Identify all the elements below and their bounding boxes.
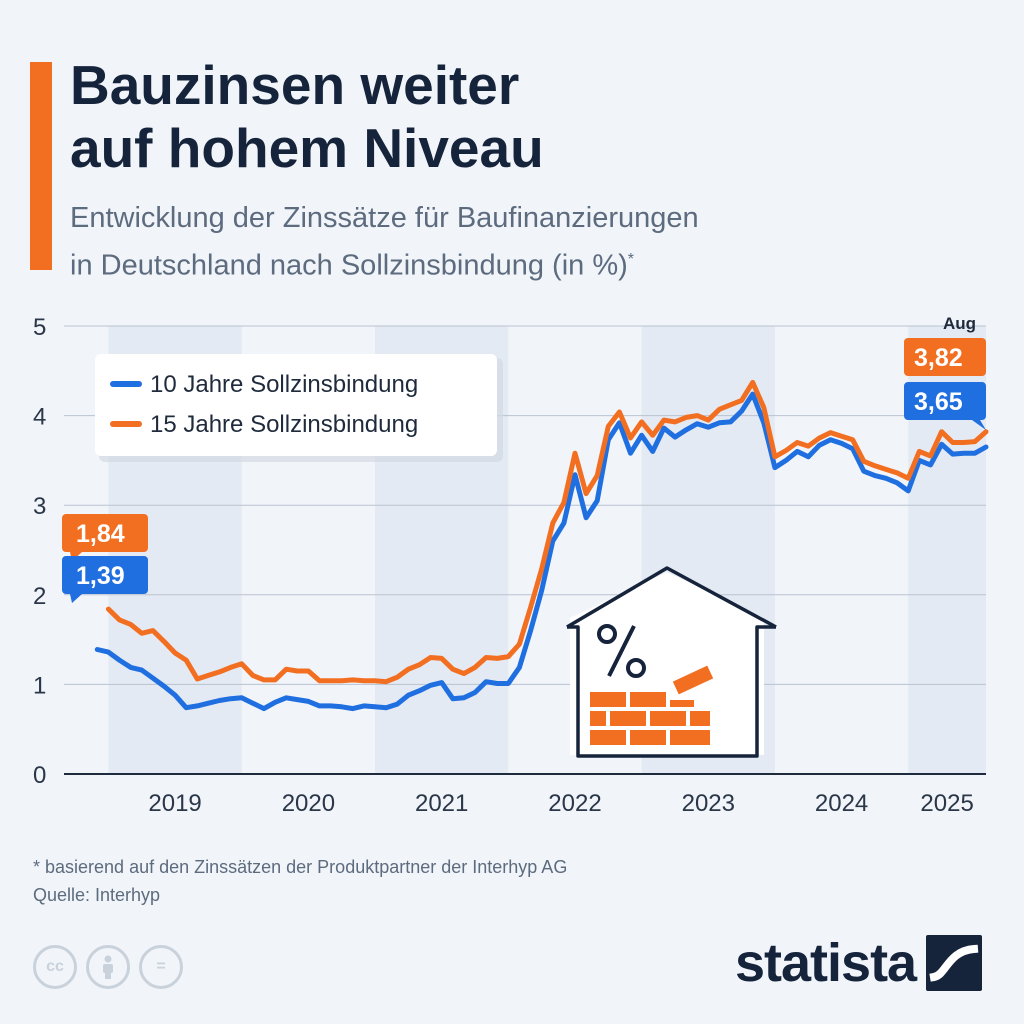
license-icons: cc =: [33, 945, 183, 989]
y-tick-label: 4: [33, 404, 46, 431]
footnote-text: * basierend auf den Zinssätzen der Produ…: [33, 857, 568, 877]
legend-label-15-jahre: 15 Jahre Sollzinsbindung: [150, 411, 418, 438]
x-tick-label: 2019: [148, 790, 201, 817]
legend: 10 Jahre Sollzinsbindung 15 Jahre Sollzi…: [95, 354, 503, 462]
cc-license-icon[interactable]: cc: [33, 945, 77, 989]
y-tick-label: 0: [33, 762, 46, 789]
end-callout-15-jahre: 3,82: [904, 338, 986, 376]
accent-bar: [30, 62, 52, 270]
no-derivatives-icon[interactable]: =: [139, 945, 183, 989]
end-value-10-jahre: 3,65: [914, 388, 963, 416]
attribution-icon[interactable]: [86, 945, 130, 989]
end-value-15-jahre: 3,82: [914, 344, 963, 372]
subtitle-line-2: in Deutschland nach Sollzinsbindung (in …: [70, 249, 628, 282]
title-line-1: Bauzinsen weiter: [70, 54, 520, 116]
title-line-2: auf hohem Niveau: [70, 117, 544, 179]
brand-wordmark: statista: [735, 933, 917, 993]
start-value-15-jahre: 1,84: [76, 520, 125, 548]
end-month-label: Aug: [943, 314, 976, 333]
start-callout-10-jahre: 1,39: [62, 556, 148, 603]
subtitle-footnote-mark: *: [627, 251, 635, 268]
x-tick-label: 2024: [815, 790, 868, 817]
percent-icon: [597, 624, 646, 678]
chart-title: Bauzinsen weiter auf hohem Niveau: [70, 54, 970, 180]
statista-logo[interactable]: statista: [735, 932, 983, 994]
y-tick-label: 2: [33, 583, 46, 610]
house-illustration: [566, 566, 777, 758]
y-tick-label: 3: [33, 493, 46, 520]
x-tick-label: 2022: [548, 790, 601, 817]
footnotes: * basierend auf den Zinssätzen der Produ…: [33, 853, 567, 909]
brick-wall-icon: [590, 665, 714, 745]
source-text: Quelle: Interhyp: [33, 885, 161, 905]
series-line-10-jahre: [94, 391, 989, 712]
brand-mark-icon: [926, 935, 983, 991]
x-tick-label: 2020: [282, 790, 335, 817]
person-icon: [103, 955, 113, 979]
chart-subtitle: Entwicklung der Zinssätze für Baufinanzi…: [70, 198, 970, 287]
series-line-15-jahre: [105, 379, 989, 685]
y-tick-label: 1: [33, 672, 46, 699]
y-tick-label: 5: [33, 314, 46, 341]
x-tick-label: 2021: [415, 790, 468, 817]
start-callout-15-jahre: 1,84: [62, 514, 148, 561]
x-tick-label: 2025: [920, 790, 973, 817]
end-callout-10-jahre: 3,65: [904, 382, 986, 430]
x-tick-label: 2023: [682, 790, 735, 817]
line-chart: 0 1 2 3 4 5 2019 2020 2021 2022 2023 2024 2025: [33, 314, 989, 817]
subtitle-line-1: Entwicklung der Zinssätze für Baufinanzi…: [70, 202, 699, 234]
legend-label-10-jahre: 10 Jahre Sollzinsbindung: [150, 371, 418, 398]
start-value-10-jahre: 1,39: [76, 562, 125, 590]
